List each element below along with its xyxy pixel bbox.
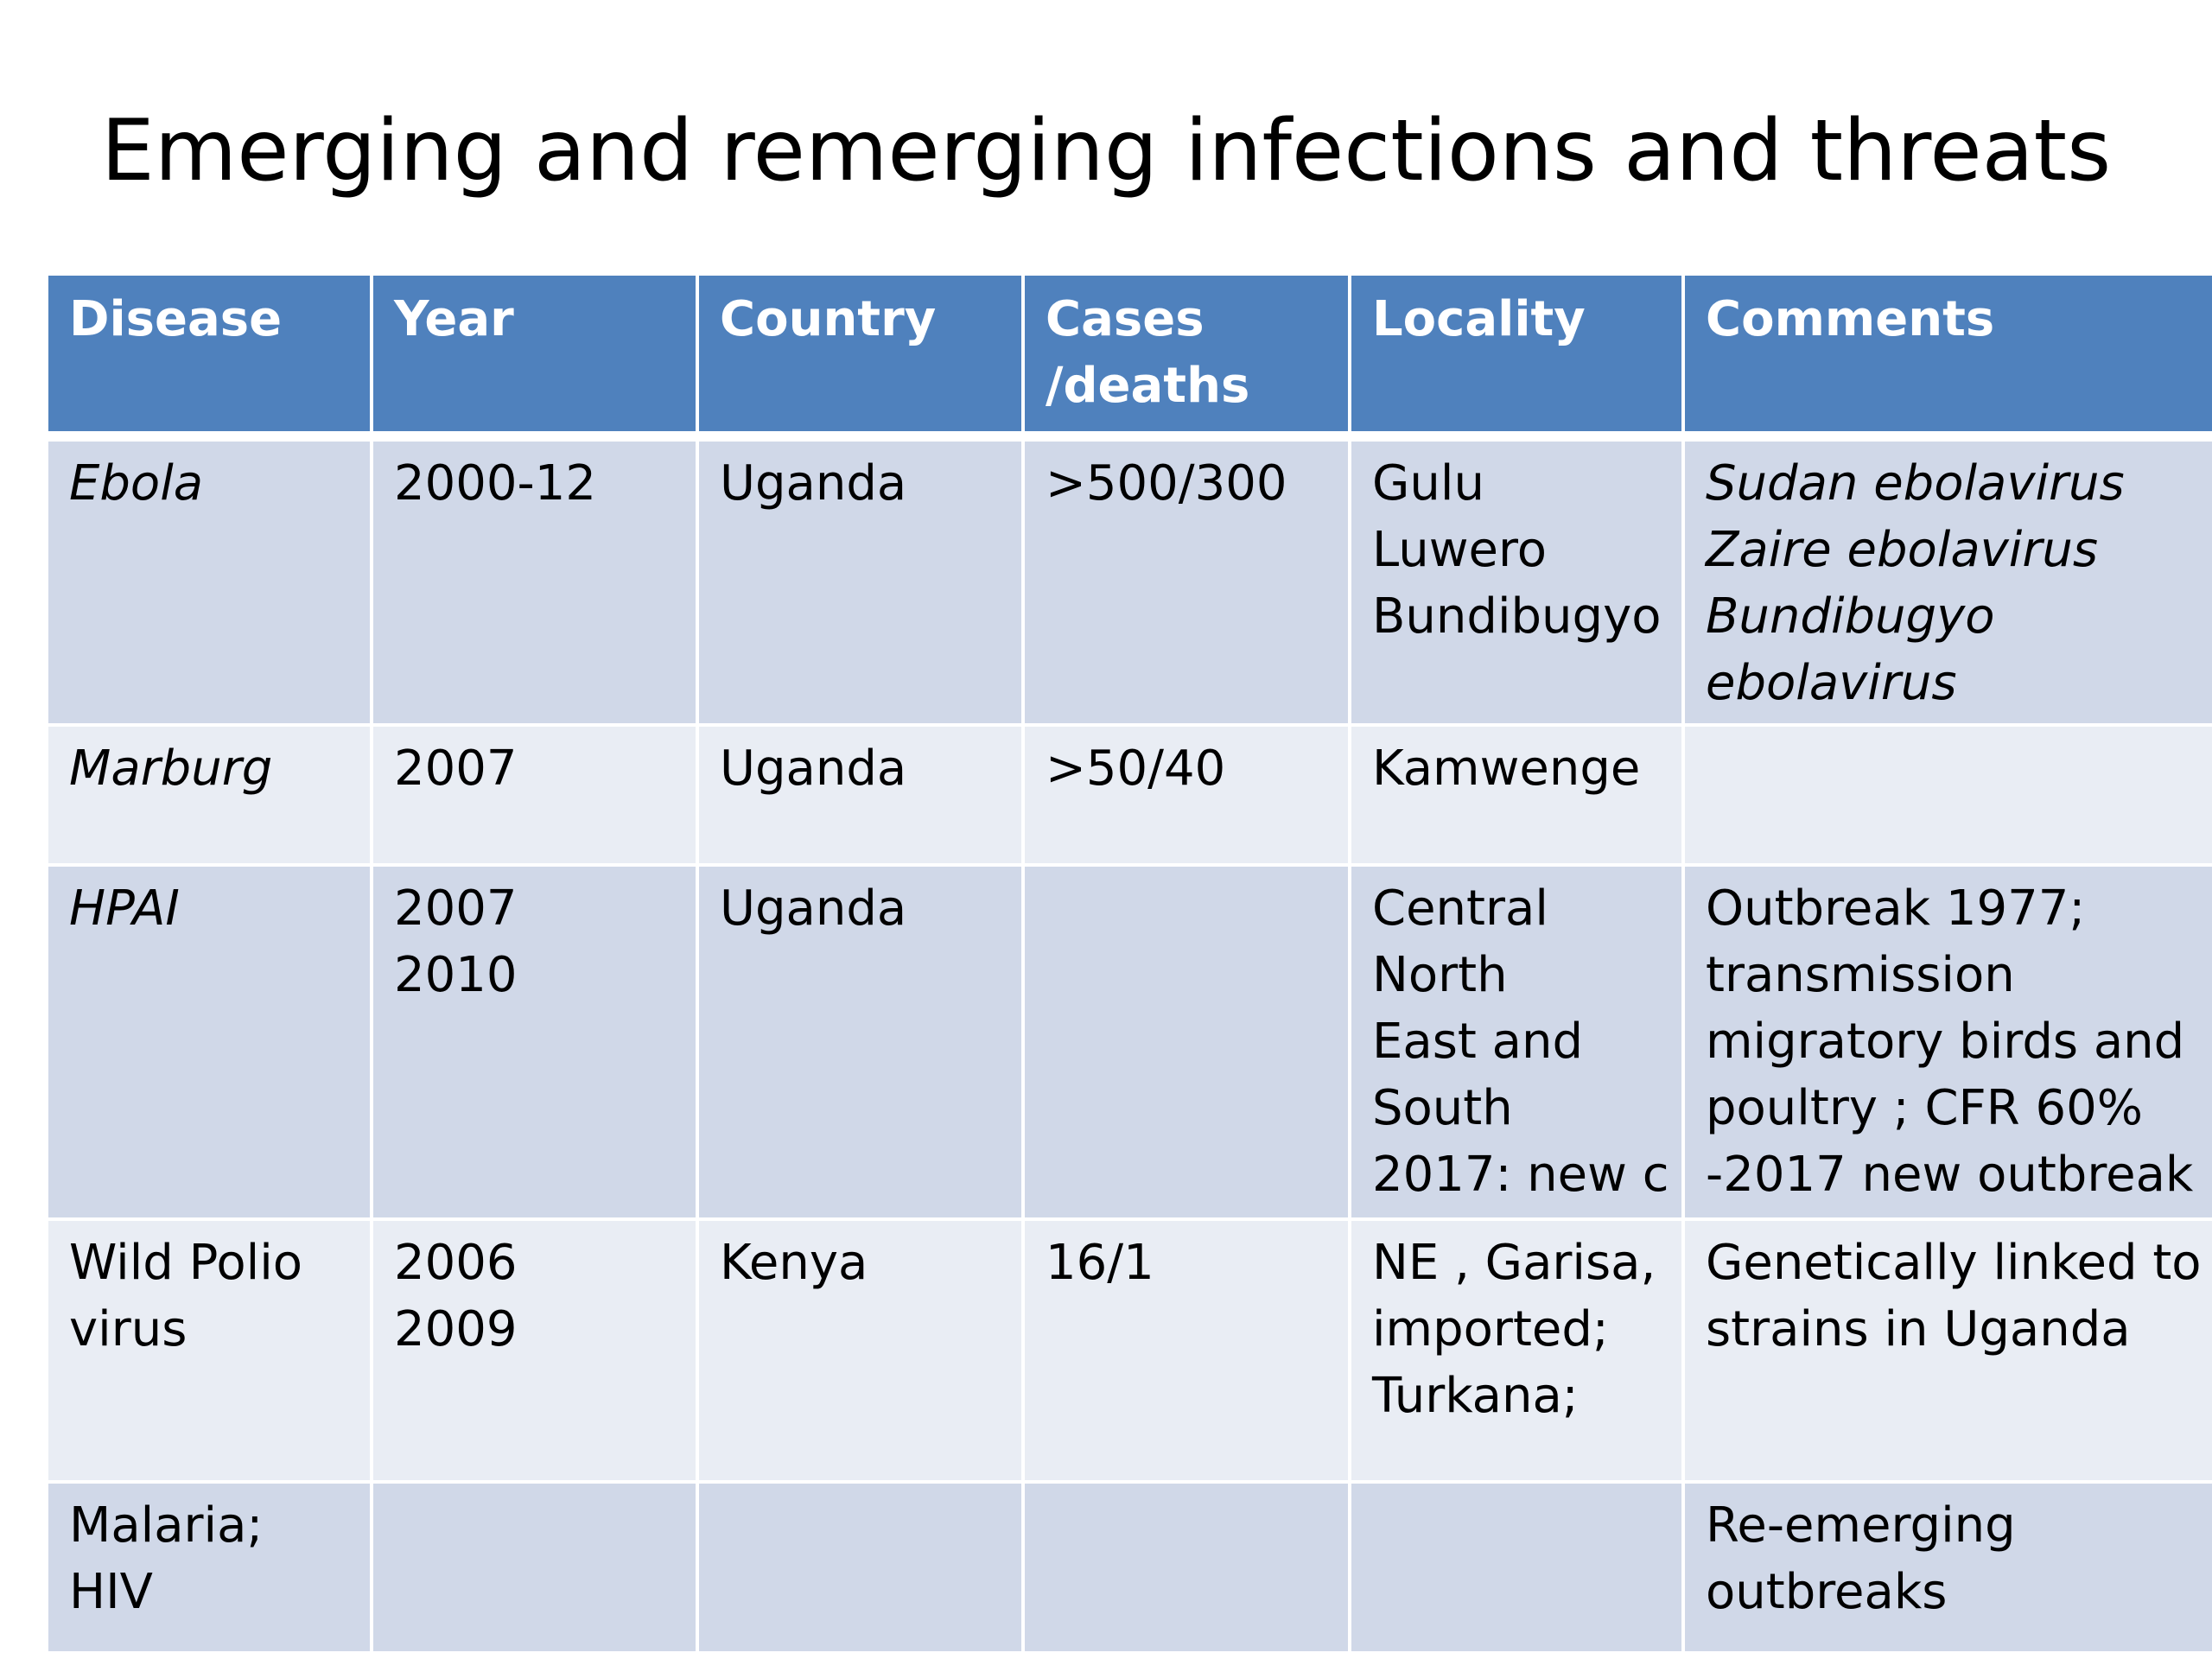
cell-disease: Marburg (45, 723, 373, 867)
cell-cases: >50/40 (1021, 723, 1351, 867)
comment-line: Outbreak 1977; (1706, 880, 2086, 937)
cell-disease: Ebola (45, 435, 373, 727)
table-row: Marburg 2007 Uganda >50/40 Kamwenge (45, 723, 2212, 867)
cell-year (370, 1480, 699, 1655)
cell-cases: 16/1 (1021, 1217, 1351, 1484)
country-value: Kenya (720, 1235, 868, 1291)
cell-locality: NE , Garisa, imported; Turkana; (1348, 1217, 1685, 1484)
cell-year: 2007 (370, 723, 699, 867)
disease-name: Marburg (69, 741, 273, 797)
table-row: Wild Polio virus 2006 2009 Kenya 16/1 NE… (45, 1217, 2212, 1484)
year-value: 2010 (394, 947, 518, 1003)
year-value: 2009 (394, 1301, 518, 1357)
cell-comments: Re-emerging outbreaks (1681, 1480, 2212, 1655)
year-value: 2007 (394, 880, 518, 937)
disease-name: Ebola (69, 455, 204, 512)
locality-line: Turkana; (1372, 1368, 1579, 1424)
header-locality: Locality (1348, 272, 1685, 442)
comment-line: outbreaks (1706, 1564, 1948, 1620)
cell-locality: Central North East and South 2017: new c (1348, 863, 1685, 1221)
disease-name: Malaria; (69, 1497, 264, 1554)
cell-year: 2006 2009 (370, 1217, 699, 1484)
comment-line: Genetically linked to (1706, 1235, 2202, 1291)
header-disease: Disease (45, 272, 373, 442)
cell-country: Uganda (696, 435, 1025, 727)
cases-value: >50/40 (1046, 741, 1226, 797)
locality-line: NE , Garisa, (1372, 1235, 1656, 1291)
disease-name: Wild Polio (69, 1235, 303, 1291)
comment-line: Zaire ebolavirus (1706, 522, 2099, 578)
cell-locality: Kamwenge (1348, 723, 1685, 867)
cell-comments: Outbreak 1977; transmission migratory bi… (1681, 863, 2212, 1221)
locality-line: Luwero (1372, 522, 1548, 578)
cell-locality (1348, 1480, 1685, 1655)
disease-name: HPAI (69, 880, 180, 937)
comment-line: -2017 new outbreak (1706, 1147, 2194, 1203)
header-cases-label: Cases (1046, 291, 1205, 347)
cell-country: Kenya (696, 1217, 1025, 1484)
cell-cases (1021, 1480, 1351, 1655)
comment-line: strains in Uganda (1706, 1301, 2131, 1357)
disease-name: virus (69, 1301, 188, 1357)
cell-disease: Malaria; HIV (45, 1480, 373, 1655)
header-locality-label: Locality (1372, 291, 1586, 347)
cell-comments: Genetically linked to strains in Uganda (1681, 1217, 2212, 1484)
locality-line: Bundibugyo (1372, 588, 1662, 645)
table-row: Malaria; HIV Re-emerging outbreaks (45, 1480, 2212, 1655)
locality-line: Gulu (1372, 455, 1484, 512)
locality-line: Central (1372, 880, 1548, 937)
country-value: Uganda (720, 741, 907, 797)
cell-comments: Sudan ebolavirus Zaire ebolavirus Bundib… (1681, 435, 2212, 727)
cell-year: 2000-12 (370, 435, 699, 727)
year-value: 2000-12 (394, 455, 596, 512)
header-year-label: Year (394, 291, 514, 347)
table-row: HPAI 2007 2010 Uganda Central North East… (45, 863, 2212, 1221)
cell-cases: >500/300 (1021, 435, 1351, 727)
table-row: Ebola 2000-12 Uganda >500/300 Gulu Luwer… (45, 435, 2212, 727)
locality-line: Kamwenge (1372, 741, 1641, 797)
cases-value: 16/1 (1046, 1235, 1154, 1291)
header-country: Country (696, 272, 1025, 442)
infections-table: Disease Year Country Cases /deaths Local… (45, 272, 2212, 1655)
header-year: Year (370, 272, 699, 442)
country-value: Uganda (720, 455, 907, 512)
locality-line: imported; (1372, 1301, 1609, 1357)
comment-line: transmission (1706, 947, 2015, 1003)
comment-line: ebolavirus (1706, 655, 1957, 711)
locality-line: East and (1372, 1014, 1583, 1070)
comment-line: Re-emerging (1706, 1497, 2016, 1554)
header-disease-label: Disease (69, 291, 283, 347)
cell-locality: Gulu Luwero Bundibugyo (1348, 435, 1685, 727)
cell-country: Uganda (696, 863, 1025, 1221)
cell-country (696, 1480, 1025, 1655)
cases-value: >500/300 (1046, 455, 1287, 512)
comment-line: Sudan ebolavirus (1706, 455, 2125, 512)
country-value: Uganda (720, 880, 907, 937)
header-comments-label: Comments (1706, 291, 1995, 347)
locality-line: North (1372, 947, 1508, 1003)
year-value: 2006 (394, 1235, 518, 1291)
header-country-label: Country (720, 291, 937, 347)
slide-title: Emerging and remerging infections and th… (100, 102, 2112, 200)
table-header-row: Disease Year Country Cases /deaths Local… (45, 272, 2212, 442)
comment-line: migratory birds and (1706, 1014, 2185, 1070)
locality-line: South (1372, 1080, 1513, 1136)
locality-line: 2017: new c (1372, 1147, 1669, 1203)
header-comments: Comments (1681, 272, 2212, 442)
comment-line: Bundibugyo (1706, 588, 1995, 645)
disease-name: HIV (69, 1564, 153, 1620)
cell-year: 2007 2010 (370, 863, 699, 1221)
year-value: 2007 (394, 741, 518, 797)
comment-line: poultry ; CFR 60% (1706, 1080, 2143, 1136)
cell-comments (1681, 723, 2212, 867)
header-cases-deaths: Cases /deaths (1021, 272, 1351, 442)
cell-disease: Wild Polio virus (45, 1217, 373, 1484)
cell-country: Uganda (696, 723, 1025, 867)
header-deaths-label: /deaths (1046, 358, 1250, 414)
cell-disease: HPAI (45, 863, 373, 1221)
cell-cases (1021, 863, 1351, 1221)
